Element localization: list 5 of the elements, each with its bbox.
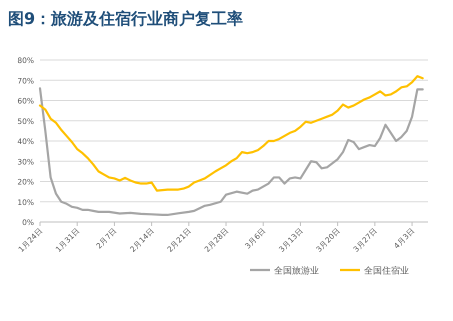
legend-label: 全国住宿业 — [364, 266, 409, 276]
line-series — [38, 87, 424, 216]
legend-label: 全国旅游业 — [274, 266, 319, 276]
chart-title: 图9：旅游及住宿行业商户复工率 — [8, 9, 244, 28]
line-series — [38, 75, 424, 192]
